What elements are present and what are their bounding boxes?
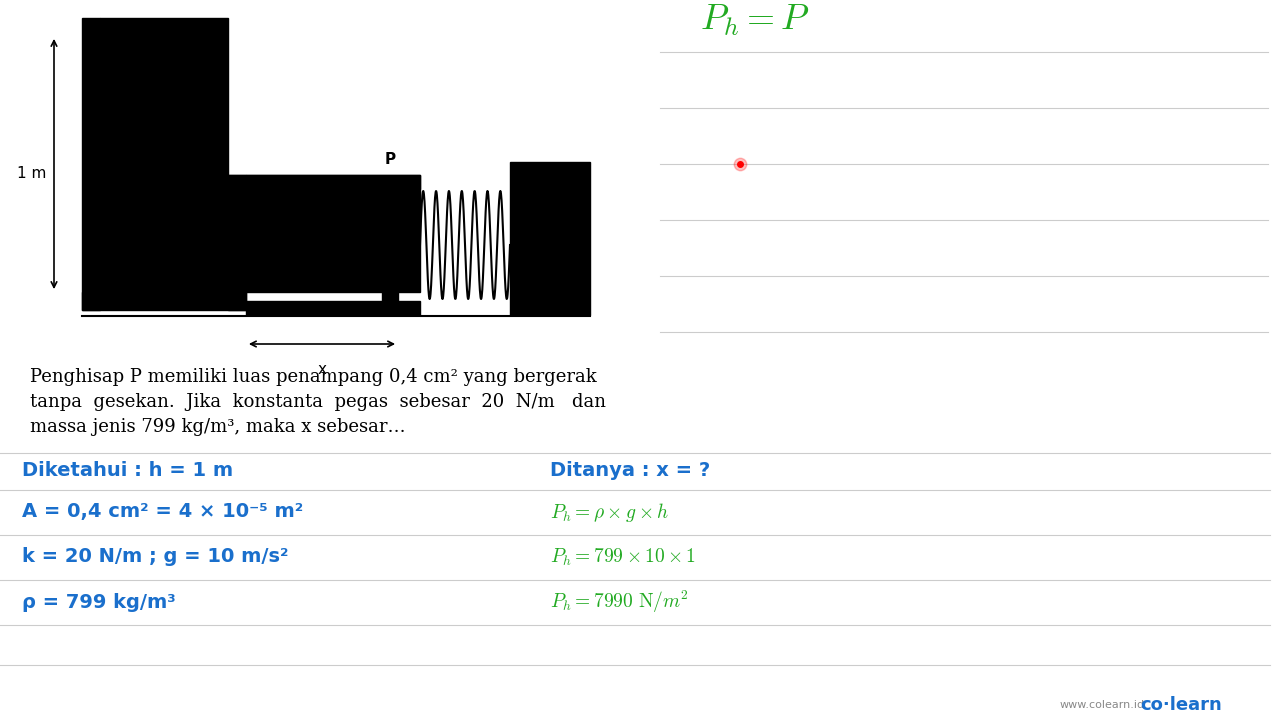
Text: ρ = 799 kg/m³: ρ = 799 kg/m³ <box>22 593 175 611</box>
Text: Ditanya : x = ?: Ditanya : x = ? <box>550 462 710 480</box>
Text: k = 20 N/m ; g = 10 m/s²: k = 20 N/m ; g = 10 m/s² <box>22 547 288 567</box>
Text: Penghisap P memiliki luas penampang 0,4 cm² yang bergerak: Penghisap P memiliki luas penampang 0,4 … <box>29 368 596 386</box>
Bar <box>82 18 100 310</box>
Text: tanpa  gesekan.  Jika  konstanta  pegas  sebesar  20  N/m   dan: tanpa gesekan. Jika konstanta pegas sebe… <box>29 393 605 411</box>
Bar <box>509 162 590 315</box>
Bar <box>100 18 228 292</box>
Bar <box>246 175 420 189</box>
Text: P: P <box>384 152 396 167</box>
Text: x: x <box>317 362 326 377</box>
Text: co·learn: co·learn <box>1140 696 1221 714</box>
Text: Diketahui : h = 1 m: Diketahui : h = 1 m <box>22 462 233 480</box>
Bar <box>228 175 420 292</box>
Text: $P_h = P$: $P_h = P$ <box>700 3 810 38</box>
Bar <box>246 301 420 315</box>
Text: $P_h = \rho \times g \times h$: $P_h = \rho \times g \times h$ <box>550 500 669 523</box>
Text: $P_h = 7990 \ \mathrm{N}/m^2$: $P_h = 7990 \ \mathrm{N}/m^2$ <box>550 589 689 615</box>
Bar <box>381 187 398 303</box>
Text: A = 0,4 cm² = 4 × 10⁻⁵ m²: A = 0,4 cm² = 4 × 10⁻⁵ m² <box>22 503 303 521</box>
Text: $P_h = 799 \times 10 \times 1$: $P_h = 799 \times 10 \times 1$ <box>550 546 696 567</box>
Bar <box>82 292 246 310</box>
Bar <box>228 175 246 310</box>
Text: www.colearn.id: www.colearn.id <box>1060 700 1146 710</box>
Text: 1 m: 1 m <box>18 166 46 181</box>
Text: massa jenis 799 kg/m³, maka x sebesar…: massa jenis 799 kg/m³, maka x sebesar… <box>29 418 406 436</box>
